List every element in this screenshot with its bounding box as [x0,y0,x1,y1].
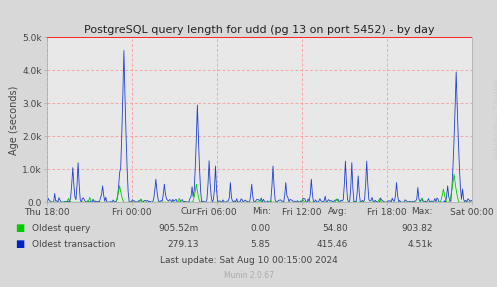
Text: Oldest transaction: Oldest transaction [32,240,116,249]
Y-axis label: Age (seconds): Age (seconds) [9,85,19,154]
Text: 905.52m: 905.52m [159,224,199,233]
Text: ■: ■ [15,223,24,233]
Title: PostgreSQL query length for udd (pg 13 on port 5452) - by day: PostgreSQL query length for udd (pg 13 o… [84,25,435,35]
Text: Avg:: Avg: [329,207,348,216]
Text: 0.00: 0.00 [251,224,271,233]
Text: Cur:: Cur: [180,207,199,216]
Text: Munin 2.0.67: Munin 2.0.67 [224,272,273,280]
Text: RRDTOOL / TOBI OETIKER: RRDTOOL / TOBI OETIKER [491,79,496,160]
Text: Min:: Min: [252,207,271,216]
Text: 903.82: 903.82 [401,224,432,233]
Text: Max:: Max: [411,207,432,216]
Text: 415.46: 415.46 [317,240,348,249]
Text: 54.80: 54.80 [322,224,348,233]
Text: ■: ■ [15,239,24,249]
Text: Last update: Sat Aug 10 00:15:00 2024: Last update: Sat Aug 10 00:15:00 2024 [160,256,337,265]
Text: 4.51k: 4.51k [407,240,432,249]
Text: Oldest query: Oldest query [32,224,90,233]
Text: 279.13: 279.13 [167,240,199,249]
Text: 5.85: 5.85 [251,240,271,249]
